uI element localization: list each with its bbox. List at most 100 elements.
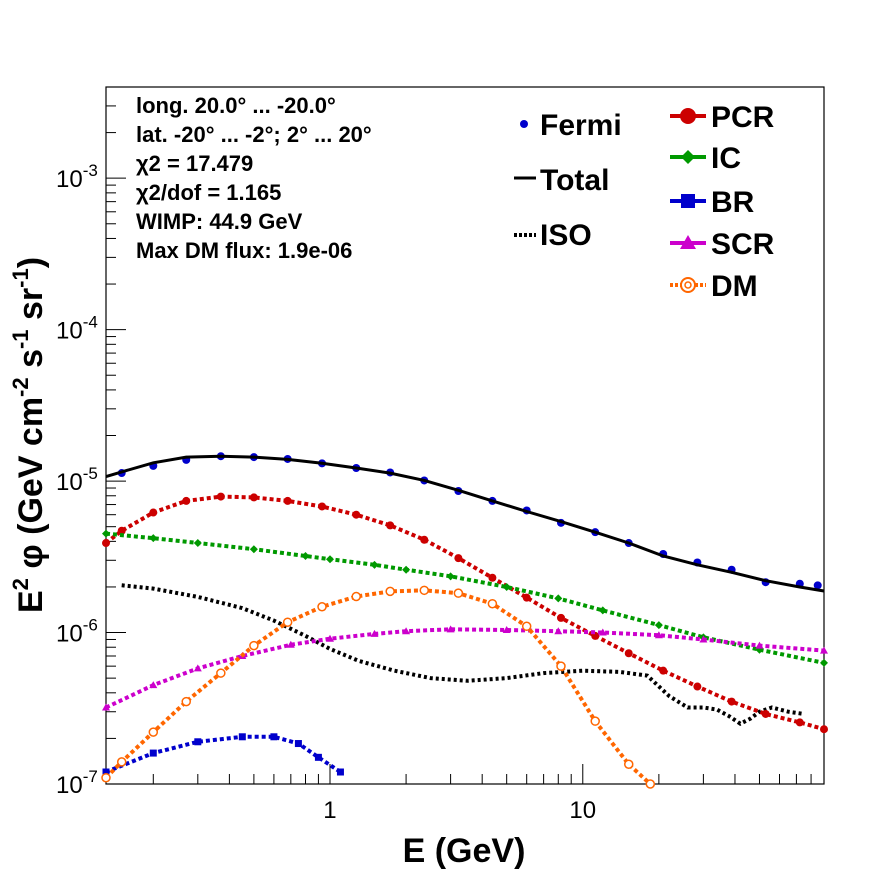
y-tick-label: 10-7 (56, 767, 98, 799)
series-br (102, 733, 344, 776)
dm-marker (590, 716, 600, 726)
series-line (104, 588, 652, 786)
info-chi2: χ2 = 17.479 (136, 151, 253, 176)
pcr-marker (318, 502, 327, 511)
br-marker (238, 733, 246, 741)
info-chi2-dof: χ2/dof = 1.165 (136, 180, 281, 205)
dm-marker (317, 602, 327, 612)
legend-br-label: BR (711, 186, 755, 219)
pcr-marker (522, 593, 531, 602)
br-marker (194, 738, 202, 746)
y-tick-label: 10-3 (56, 161, 98, 193)
legend-iso-label: ISO (540, 219, 592, 252)
y-tick-label: 10-6 (56, 616, 98, 648)
dm-marker (453, 588, 464, 598)
scr-marker (820, 646, 828, 654)
scr-marker (102, 703, 110, 711)
pcr-marker (102, 539, 110, 548)
scr-marker (699, 635, 708, 643)
scr-marker (149, 681, 158, 689)
legend-dm-marker (680, 277, 696, 293)
info-max-dm-flux: Max DM flux: 1.9e-06 (136, 238, 352, 263)
y-title-e: E (12, 590, 50, 613)
ic-marker (149, 534, 158, 543)
pcr-marker (556, 613, 565, 622)
pcr-marker (727, 697, 736, 706)
y-title-units-2: s (12, 349, 50, 377)
scr-marker (598, 628, 607, 636)
pcr-marker (761, 709, 770, 718)
pcr-marker (216, 492, 225, 501)
br-marker (294, 740, 302, 748)
x-axis-title: E (GeV) (403, 832, 526, 870)
pcr-marker (283, 496, 292, 505)
pcr-marker (454, 554, 463, 563)
dm-marker (216, 668, 226, 678)
scr-marker (755, 641, 764, 649)
scr-marker (325, 634, 334, 642)
dm-marker (351, 591, 361, 602)
series-total (105, 454, 825, 593)
ic-marker (325, 555, 334, 564)
info-longitude: long. 20.0° ... -20.0° (136, 93, 336, 118)
y-title-units-3: sr (12, 288, 50, 330)
series-layer (101, 452, 828, 789)
dm-marker (116, 757, 127, 767)
fermi-point (813, 581, 822, 590)
series-iso (121, 583, 805, 727)
dm-marker (556, 661, 566, 671)
pcr-marker (249, 493, 258, 502)
dm-marker (419, 585, 430, 596)
scr-marker (193, 664, 202, 672)
legend-br-marker (681, 194, 695, 208)
info-latitude: lat. -20° ... -2°; 2° ... 20° (136, 122, 372, 147)
dm-marker (101, 772, 111, 783)
legend-scr-marker (680, 235, 696, 249)
y-tick-label: 10-4 (56, 313, 98, 345)
scr-marker (554, 627, 563, 635)
info-wimp-mass: WIMP: 44.9 GeV (136, 209, 303, 234)
y-tick-label: 10-5 (56, 464, 98, 496)
ic-marker (193, 539, 202, 548)
pcr-marker (693, 682, 702, 691)
dm-marker (645, 779, 656, 789)
scr-marker (402, 627, 411, 635)
dm-marker (249, 640, 259, 651)
legend-fermi-label: Fermi (540, 109, 622, 142)
y-title-sup-2: 2 (8, 578, 33, 590)
dm-marker (148, 727, 159, 737)
ic-marker (502, 582, 511, 591)
br-marker (102, 768, 110, 776)
dm-marker (282, 617, 293, 627)
x-tick-label: 1 (323, 797, 336, 824)
scr-marker (654, 631, 663, 639)
pcr-marker (352, 510, 361, 519)
legend-dm-label: DM (711, 270, 758, 303)
legend-fermi-marker (520, 120, 528, 128)
series-line (105, 627, 825, 710)
pcr-marker (149, 508, 158, 517)
series-line (105, 454, 825, 593)
scr-marker (286, 640, 295, 648)
dm-marker (487, 598, 498, 609)
x-tick-label: 10 (569, 797, 596, 824)
pcr-marker (795, 718, 804, 727)
ic-marker (301, 552, 310, 561)
ic-marker (370, 560, 379, 569)
info-block: long. 20.0° ... -20.0° lat. -20° ... -2°… (136, 93, 372, 263)
y-title-sup-m1a: -1 (8, 329, 33, 349)
pcr-marker (182, 496, 191, 505)
dm-marker (385, 586, 395, 597)
series-line (121, 583, 805, 727)
pcr-marker (117, 526, 126, 535)
tick-labels: 1 10 10-7 10-6 10-5 10-4 10-3 (56, 161, 596, 824)
legend-pcr-label: PCR (711, 101, 775, 134)
br-marker (314, 753, 322, 761)
legend-ic-label: IC (711, 142, 741, 175)
ic-marker (820, 658, 828, 667)
axis-ticks (106, 86, 825, 785)
ic-marker (554, 594, 563, 603)
pcr-marker (386, 521, 395, 530)
pcr-marker (488, 573, 497, 582)
